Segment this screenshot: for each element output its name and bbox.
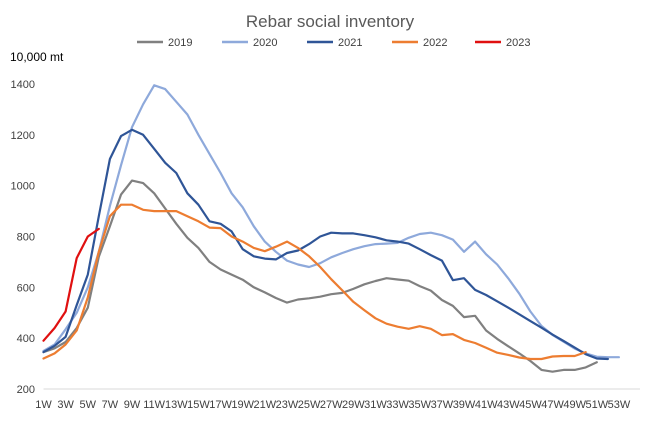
- y-tick-label: 800: [17, 232, 35, 244]
- series-line-2021: [42, 128, 609, 361]
- x-tick-label: 47W: [541, 399, 564, 411]
- legend-label-2022: 2022: [423, 37, 447, 49]
- x-tick-label: 49W: [563, 399, 586, 411]
- x-tick-label: 9W: [124, 399, 141, 411]
- x-tick-label: 7W: [102, 399, 119, 411]
- series-line-2019: [42, 179, 598, 373]
- chart-title: Rebar social inventory: [246, 12, 415, 31]
- legend-label-2019: 2019: [168, 37, 192, 49]
- y-tick-label: 200: [17, 384, 35, 396]
- series-line-2022: [42, 203, 587, 361]
- y-tick-label: 1400: [11, 79, 35, 91]
- plot-area: [42, 84, 620, 373]
- x-tick-label: 27W: [320, 399, 343, 411]
- x-tick-label: 13W: [165, 399, 188, 411]
- x-tick-label: 1W: [35, 399, 52, 411]
- legend-label-2021: 2021: [338, 37, 362, 49]
- x-tick-label: 19W: [231, 399, 254, 411]
- x-tick-label: 17W: [209, 399, 232, 411]
- y-tick-label: 1000: [11, 181, 35, 193]
- x-tick-label: 5W: [80, 399, 97, 411]
- y-tick-label: 600: [17, 282, 35, 294]
- x-tick-label: 37W: [431, 399, 454, 411]
- x-tick-label: 31W: [364, 399, 387, 411]
- x-tick-label: 25W: [298, 399, 321, 411]
- x-tick-label: 3W: [57, 399, 74, 411]
- x-tick-label: 11W: [143, 399, 165, 411]
- legend-label-2020: 2020: [253, 37, 277, 49]
- series-line-2020: [42, 84, 620, 359]
- x-tick-label: 35W: [408, 399, 431, 411]
- x-tick-label: 33W: [386, 399, 409, 411]
- x-tick-label: 51W: [585, 399, 608, 411]
- x-tick-label: 23W: [276, 399, 299, 411]
- y-axis: 200 400 600 800 1000 1200 1400: [11, 79, 35, 396]
- y-tick-label: 400: [17, 333, 35, 345]
- y-tick-label: 1200: [11, 130, 35, 142]
- x-tick-label: 15W: [187, 399, 210, 411]
- x-tick-label: 53W: [608, 399, 631, 411]
- x-tick-label: 43W: [497, 399, 520, 411]
- x-tick-label: 21W: [254, 399, 277, 411]
- x-tick-label: 41W: [475, 399, 498, 411]
- x-tick-label: 39W: [453, 399, 476, 411]
- y-axis-unit-label: 10,000 mt: [10, 50, 64, 64]
- x-tick-label: 45W: [519, 399, 542, 411]
- x-tick-label: 29W: [342, 399, 365, 411]
- series-line-2023: [42, 227, 100, 342]
- legend: 2019 2020 2021 2022 2023: [137, 37, 530, 49]
- legend-label-2023: 2023: [506, 37, 530, 49]
- x-axis: 1W 3W 5W 7W 9W 11W 13W 15W 17W 19W 21W 23W 25W 27W 29W…: [35, 388, 640, 411]
